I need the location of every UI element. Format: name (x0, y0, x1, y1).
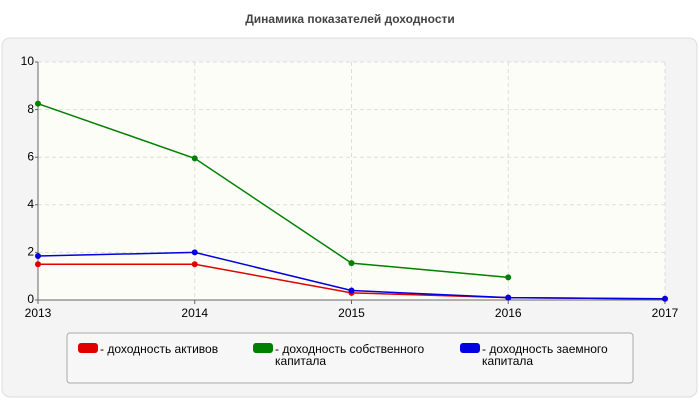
x-tick-label: 2014 (181, 306, 208, 320)
y-tick-label: 6 (27, 149, 34, 163)
legend-swatch (460, 343, 480, 353)
series-line (37, 102, 509, 279)
x-tick-label: 2017 (652, 306, 679, 320)
chart-title: Динамика показателей доходности (245, 12, 455, 26)
point (505, 274, 512, 281)
point (348, 287, 355, 294)
x-tick-label: 2015 (338, 306, 365, 320)
legend-box (66, 332, 634, 384)
legend-label: - доходность активов (100, 342, 219, 356)
y-tick-label: 10 (21, 54, 35, 68)
y-tick-label: 8 (27, 102, 34, 116)
point (662, 295, 668, 302)
x-tick-label: 2016 (495, 306, 522, 320)
x-tick-label: 2013 (25, 306, 52, 320)
y-tick-label: 2 (27, 245, 34, 259)
point (35, 100, 41, 107)
point (35, 261, 41, 268)
legend-swatch (78, 343, 98, 353)
y-tick-label: 0 (27, 292, 34, 306)
legend-label: - доходность заемного капитала (482, 342, 608, 368)
point (191, 155, 198, 162)
point (35, 252, 41, 259)
point (505, 294, 512, 301)
point (348, 260, 355, 267)
legend-swatch (253, 343, 273, 353)
point (191, 249, 198, 256)
legend-label: - доходность собственного капитала (275, 342, 425, 368)
point (191, 261, 198, 268)
y-tick-label: 4 (27, 197, 34, 211)
